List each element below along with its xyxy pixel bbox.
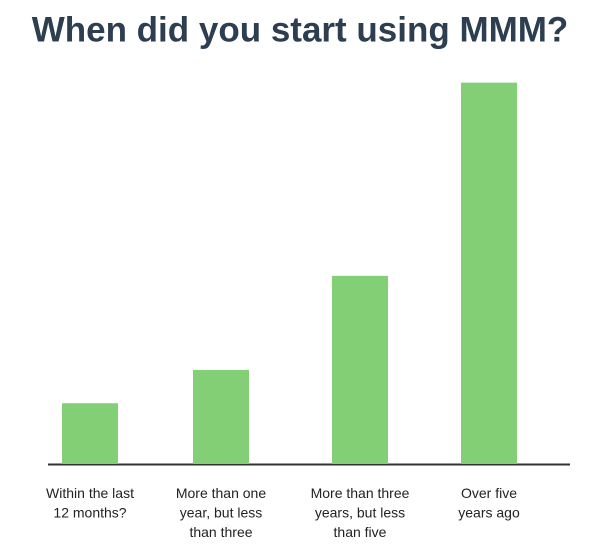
x-tick-label: More than one year, but less than three: [176, 485, 266, 540]
label-line: 12 months?: [53, 504, 126, 520]
label-line: years ago: [458, 504, 520, 520]
x-tick-label: Within the last 12 months?: [46, 485, 134, 521]
label-line: years, but less: [315, 504, 405, 520]
label-line: than five: [334, 524, 387, 540]
bar: [461, 82, 517, 464]
x-tick-label: More than three years, but less than five: [311, 485, 410, 540]
label-line: Within the last: [46, 485, 134, 501]
chart-title: When did you start using MMM?: [32, 10, 569, 49]
bar: [332, 275, 388, 464]
bar: [62, 403, 118, 464]
label-line: year, but less: [180, 504, 263, 520]
bar: [193, 369, 249, 464]
label-line: than three: [189, 524, 252, 540]
label-line: More than one: [176, 485, 266, 501]
label-line: Over five: [461, 485, 517, 501]
label-line: More than three: [311, 485, 410, 501]
x-tick-label: Over five years ago: [458, 485, 520, 521]
